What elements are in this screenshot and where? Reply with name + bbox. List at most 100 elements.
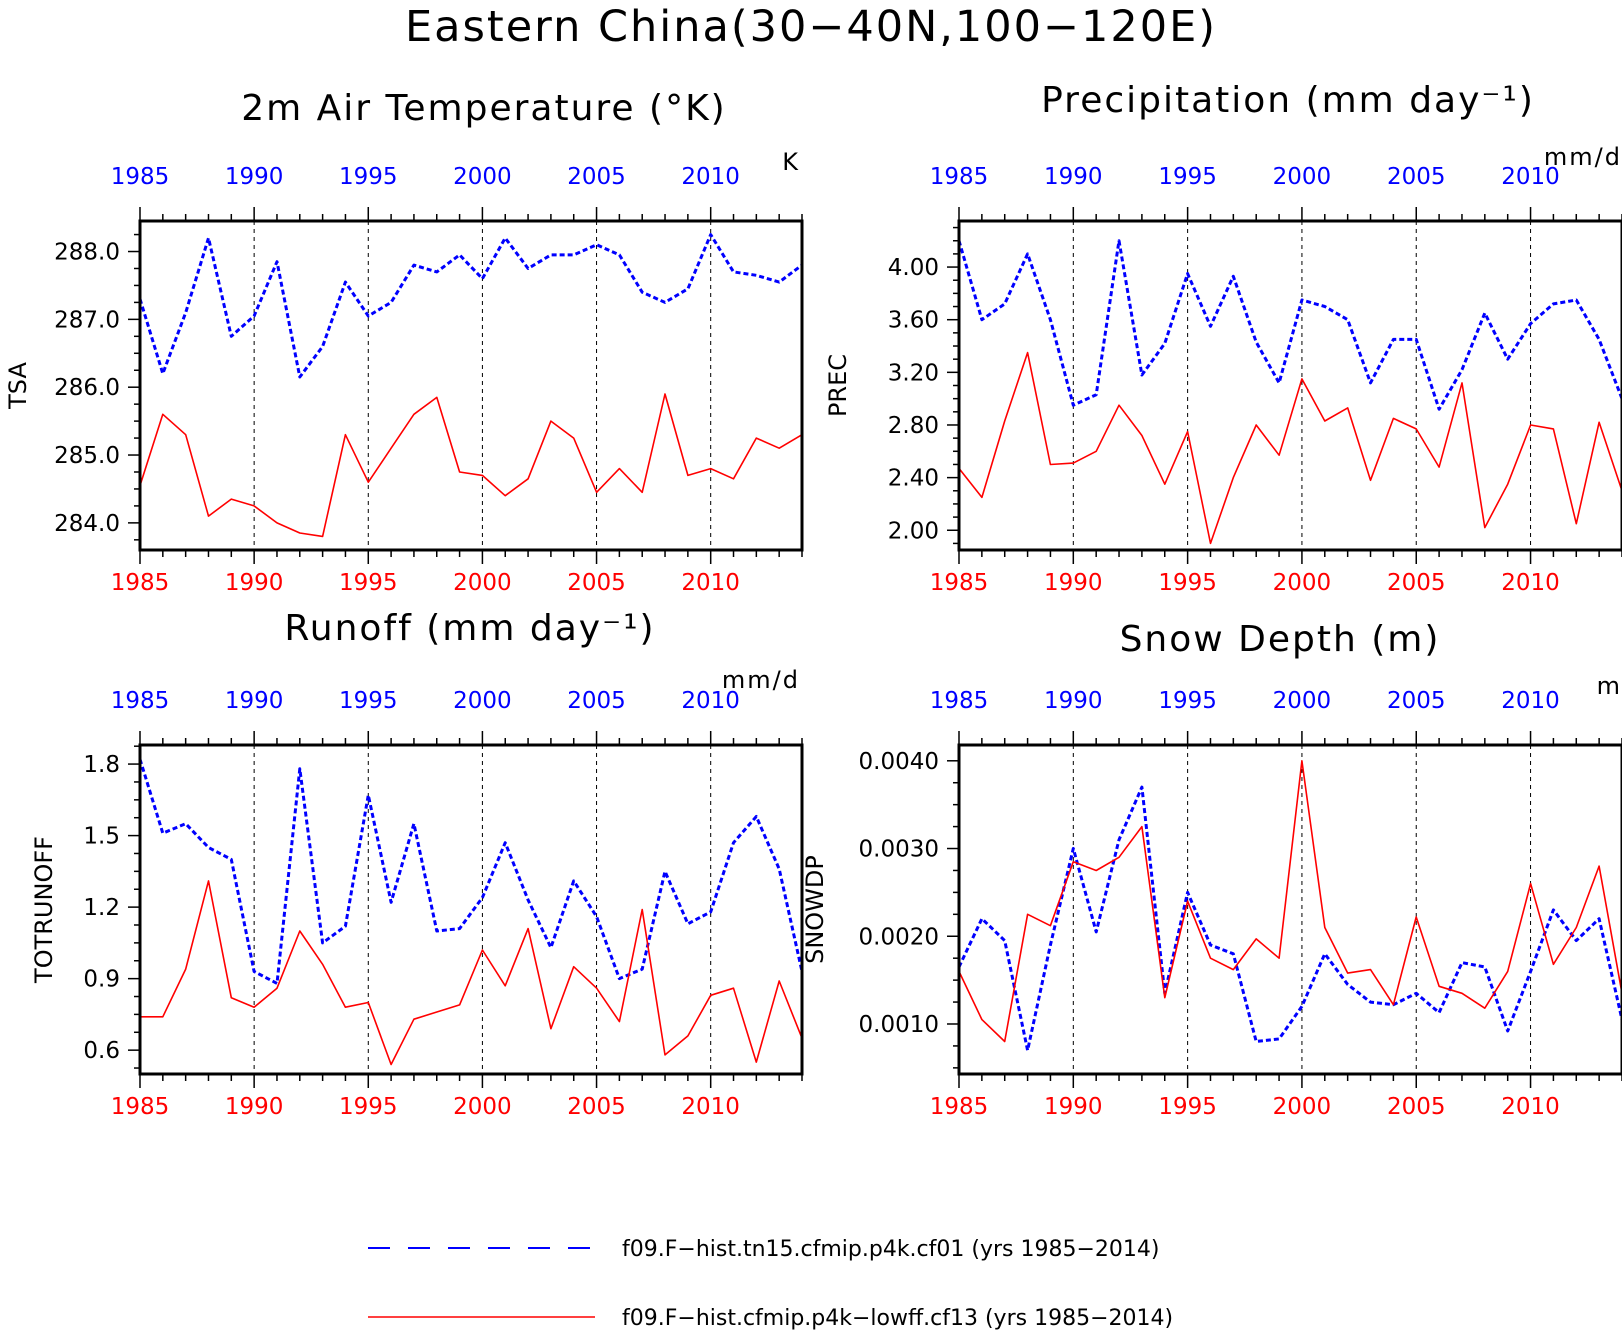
series-line-2 (958, 759, 1622, 1043)
plot-frame (138, 219, 804, 552)
x-tick-label-bottom: 2005 (1387, 570, 1446, 596)
x-tick-label-bottom: 1990 (225, 1094, 284, 1120)
x-tick-label-top: 2005 (1387, 164, 1446, 190)
x-tick-label-bottom: 1990 (1044, 570, 1103, 596)
x-tick-label-bottom: 2010 (681, 1094, 740, 1120)
x-tick-label-top: 1990 (1044, 688, 1103, 714)
x-tick-label-top: 1995 (339, 688, 398, 714)
panel-1: 2m Air Temperature (°K) K TSA 1985 1985 1990 1… (4, 88, 804, 596)
y-tick-label: 0.0030 (859, 837, 939, 863)
x-tick-label-top: 2005 (567, 164, 626, 190)
legend-label-2: f09.F−hist.cfmip.p4k−lowff.cf13 (yrs 198… (622, 1306, 1173, 1331)
y-tick-label: 2.80 (888, 413, 939, 439)
x-tick-label-bottom: 2000 (1273, 1094, 1332, 1120)
x-tick-label-bottom: 2005 (1387, 1094, 1446, 1120)
panel-title: 2m Air Temperature (°K) (241, 88, 726, 129)
plot-frame (957, 743, 1622, 1076)
x-tick-label-top: 2010 (681, 688, 740, 714)
legend-label-1: f09.F−hist.tn15.cfmip.p4k.cf01 (yrs 1985… (622, 1237, 1159, 1262)
panel-title: Snow Depth (m) (1120, 619, 1441, 660)
y-tick-label: 4.00 (888, 255, 939, 281)
panel-4: Snow Depth (m) m SNOWDP 1985 1985 1990 1990 199… (801, 619, 1622, 1120)
x-tick-label-top: 1995 (339, 164, 398, 190)
x-tick-label-top: 2000 (453, 164, 512, 190)
series-line-1 (957, 239, 1622, 411)
y-tick-label: 0.0020 (859, 924, 939, 950)
x-tick-label-bottom: 1995 (1158, 1094, 1217, 1120)
x-tick-label-bottom: 2010 (1501, 1094, 1560, 1120)
x-tick-label-bottom: 1995 (339, 1094, 398, 1120)
x-tick-label-top: 1985 (111, 164, 170, 190)
x-tick-label-bottom: 2010 (1501, 570, 1560, 596)
y-tick-label: 3.60 (888, 308, 939, 334)
plot-frame (957, 219, 1622, 552)
unit-label: m (1597, 672, 1622, 700)
x-tick-label-top: 1995 (1158, 688, 1217, 714)
x-tick-label-top: 2005 (567, 688, 626, 714)
y-axis-label: SNOWDP (801, 855, 829, 964)
x-tick-label-bottom: 2005 (567, 1094, 626, 1120)
x-tick-label-top: 1990 (1044, 164, 1103, 190)
x-tick-label-bottom: 1995 (1158, 570, 1217, 596)
series-line-2 (958, 351, 1622, 545)
y-tick-label: 3.20 (888, 360, 939, 386)
y-tick-label: 285.0 (54, 443, 120, 469)
panel-title: Precipitation (mm day⁻¹) (1041, 80, 1535, 121)
figure-title: Eastern China(30−40N,100−120E) (404, 2, 1218, 52)
y-tick-label: 284.0 (54, 511, 120, 537)
panel-2: Precipitation (mm day⁻¹) mm/d PREC 1985 1985… (824, 80, 1622, 596)
series-line-1 (138, 233, 803, 379)
panel-title: Runoff (mm day⁻¹) (284, 608, 655, 649)
panel-3: Runoff (mm day⁻¹) mm/d TOTRUNOFF 1985 1985 19… (30, 608, 804, 1120)
x-tick-label-bottom: 2000 (453, 1094, 512, 1120)
y-tick-label: 0.9 (83, 967, 120, 993)
x-tick-label-bottom: 2000 (1273, 570, 1332, 596)
x-tick-label-top: 1985 (111, 688, 170, 714)
x-tick-label-bottom: 1990 (225, 570, 284, 596)
y-tick-label: 1.8 (83, 752, 120, 778)
x-tick-label-top: 1990 (225, 688, 284, 714)
y-tick-label: 0.6 (83, 1038, 120, 1064)
y-tick-label: 287.0 (54, 307, 120, 333)
x-tick-label-bottom: 2005 (567, 570, 626, 596)
x-tick-label-bottom: 1990 (1044, 1094, 1103, 1120)
x-tick-label-bottom: 2010 (681, 570, 740, 596)
y-axis-label: TOTRUNOFF (30, 836, 58, 984)
x-tick-label-top: 1995 (1158, 164, 1217, 190)
x-tick-label-top: 2005 (1387, 688, 1446, 714)
y-tick-label: 2.00 (888, 518, 939, 544)
unit-label: K (782, 148, 800, 176)
x-tick-label-bottom: 1985 (930, 1094, 989, 1120)
y-tick-label: 2.40 (888, 466, 939, 492)
unit-label: mm/d (1544, 143, 1622, 171)
plot-frame (138, 743, 804, 1076)
series-line-1 (138, 758, 804, 985)
x-tick-label-top: 1985 (930, 688, 989, 714)
series-line-2 (140, 880, 803, 1066)
unit-label: mm/d (722, 666, 800, 694)
x-tick-label-top: 2000 (1273, 164, 1332, 190)
x-tick-label-bottom: 2000 (453, 570, 512, 596)
y-tick-label: 0.0010 (859, 1012, 939, 1038)
x-tick-label-bottom: 1985 (111, 1094, 170, 1120)
y-axis-label: PREC (824, 354, 852, 417)
y-tick-label: 288.0 (54, 240, 120, 266)
y-axis-label: TSA (4, 362, 32, 410)
y-tick-label: 286.0 (54, 375, 120, 401)
y-tick-label: 1.2 (83, 895, 120, 921)
x-tick-label-top: 1985 (930, 164, 989, 190)
x-tick-label-top: 2010 (1501, 164, 1560, 190)
series-line-1 (957, 785, 1622, 1052)
x-tick-label-top: 2010 (1501, 688, 1560, 714)
legend: f09.F−hist.tn15.cfmip.p4k.cf01 (yrs 1985… (368, 1237, 1173, 1331)
x-tick-label-bottom: 1985 (111, 570, 170, 596)
x-tick-label-top: 1990 (225, 164, 284, 190)
x-tick-label-top: 2000 (453, 688, 512, 714)
y-tick-label: 1.5 (83, 824, 120, 850)
x-tick-label-bottom: 1985 (930, 570, 989, 596)
x-tick-label-top: 2010 (681, 164, 740, 190)
series-line-2 (139, 393, 803, 538)
y-tick-label: 0.0040 (859, 749, 939, 775)
x-tick-label-top: 2000 (1273, 688, 1332, 714)
